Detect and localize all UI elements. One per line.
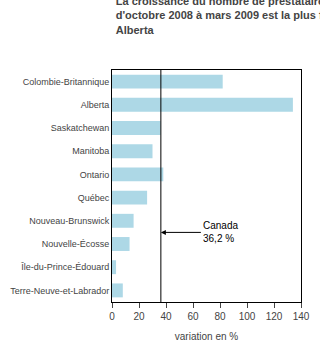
svg-text:Île-du-Prince-Édouard: Île-du-Prince-Édouard	[20, 262, 109, 272]
svg-text:60: 60	[187, 311, 199, 322]
svg-text:Nouveau-Brunswick: Nouveau-Brunswick	[29, 216, 110, 226]
svg-text:Québec: Québec	[78, 193, 110, 203]
svg-text:40: 40	[160, 311, 172, 322]
svg-text:100: 100	[239, 311, 256, 322]
svg-text:Colombie-Britannique: Colombie-Britannique	[23, 77, 110, 87]
svg-text:Nouvelle-Écosse: Nouvelle-Écosse	[42, 239, 110, 249]
svg-text:Manitoba: Manitoba	[72, 146, 109, 156]
svg-text:variation en %: variation en %	[175, 331, 238, 342]
svg-text:Terre-Neuve-et-Labrador: Terre-Neuve-et-Labrador	[10, 286, 109, 296]
svg-text:Canada36,2 %: Canada36,2 %	[203, 220, 238, 244]
svg-text:Saskatchewan: Saskatchewan	[51, 123, 110, 133]
svg-text:Ontario: Ontario	[80, 170, 110, 180]
svg-text:La croissance du nombre de pre: La croissance du nombre de prestataires …	[116, 0, 320, 36]
svg-text:20: 20	[133, 311, 145, 322]
svg-text:140: 140	[293, 311, 310, 322]
svg-text:80: 80	[214, 311, 226, 322]
svg-text:Alberta: Alberta	[81, 100, 110, 110]
svg-text:120: 120	[266, 311, 283, 322]
svg-text:0: 0	[109, 311, 115, 322]
